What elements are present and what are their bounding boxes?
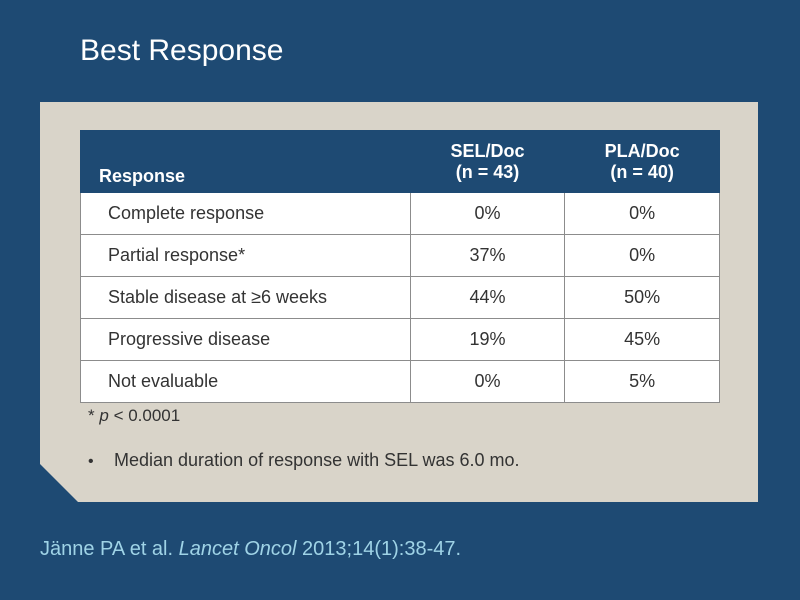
significance-footnote: * p < 0.0001: [88, 406, 180, 426]
row-pla-value: 0%: [564, 192, 720, 235]
row-label: Progressive disease: [80, 318, 411, 361]
table-row: Progressive disease 19% 45%: [80, 318, 720, 361]
footnote-p-value: < 0.0001: [113, 406, 181, 425]
table-row: Complete response 0% 0%: [80, 192, 720, 235]
row-label: Partial response*: [80, 234, 411, 277]
citation-journal: Lancet Oncol: [178, 538, 297, 560]
row-sel-value: 19%: [409, 318, 566, 361]
table-row: Not evaluable 0% 5%: [80, 360, 720, 403]
header-sel-doc-n: (n = 43): [455, 161, 520, 182]
header-pla-doc-name: PLA/Doc: [604, 140, 680, 161]
table-header-row: Response SEL/Doc (n = 43) PLA/Doc (n = 4…: [80, 130, 720, 193]
row-label: Not evaluable: [80, 360, 411, 403]
citation-authors: Jänne PA et al.: [40, 538, 174, 560]
row-sel-value: 0%: [409, 192, 566, 235]
row-sel-value: 37%: [409, 234, 566, 277]
header-sel-doc: SEL/Doc (n = 43): [409, 130, 566, 193]
footnote-p-variable: p: [99, 406, 109, 425]
row-pla-value: 5%: [564, 360, 720, 403]
table-row: Stable disease at ≥6 weeks 44% 50%: [80, 276, 720, 319]
footnote-asterisk: *: [88, 406, 95, 425]
row-sel-value: 0%: [409, 360, 566, 403]
slide-title: Best Response: [80, 34, 284, 67]
row-label: Stable disease at ≥6 weeks: [80, 276, 411, 319]
header-response: Response: [80, 130, 411, 193]
row-pla-value: 0%: [564, 234, 720, 277]
citation: Jänne PA et al. Lancet Oncol 2013;14(1):…: [40, 538, 461, 561]
row-pla-value: 45%: [564, 318, 720, 361]
bullet-item: • Median duration of response with SEL w…: [88, 450, 520, 471]
response-table: Response SEL/Doc (n = 43) PLA/Doc (n = 4…: [80, 130, 720, 403]
header-pla-doc: PLA/Doc (n = 40): [564, 130, 720, 193]
header-sel-doc-name: SEL/Doc: [450, 140, 525, 161]
citation-details: 2013;14(1):38-47.: [302, 538, 462, 560]
bullet-marker: •: [88, 453, 94, 470]
row-sel-value: 44%: [409, 276, 566, 319]
header-pla-doc-n: (n = 40): [610, 161, 674, 182]
bullet-text: Median duration of response with SEL was…: [114, 450, 520, 470]
row-pla-value: 50%: [564, 276, 720, 319]
table-row: Partial response* 37% 0%: [80, 234, 720, 277]
row-label: Complete response: [80, 192, 411, 235]
